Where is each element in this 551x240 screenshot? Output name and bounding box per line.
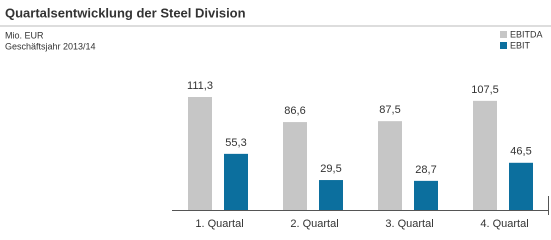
chart-title: Quartalsentwicklung der Steel Division <box>5 5 246 20</box>
value-label: 87,5 <box>379 104 400 116</box>
legend-label: EBITDA <box>510 29 543 39</box>
x-tick-label: 4. Quartal <box>480 218 528 230</box>
bar <box>414 180 438 210</box>
legend-label: EBIT <box>510 40 531 50</box>
value-label: 46,5 <box>510 146 531 158</box>
subtitle: Geschäftsjahr 2013/14 <box>5 41 96 51</box>
x-tick-label: 2. Quartal <box>290 218 338 230</box>
bar <box>378 121 402 210</box>
bar <box>224 153 248 210</box>
bar <box>283 122 307 210</box>
value-label: 107,5 <box>471 84 499 96</box>
legend-swatch <box>500 42 507 49</box>
x-tick-label: 3. Quartal <box>385 218 433 230</box>
x-tick-label: 1. Quartal <box>195 218 243 230</box>
unit-label: Mio. EUR <box>5 30 44 40</box>
bar <box>188 97 212 210</box>
legend-swatch <box>500 31 507 38</box>
bar <box>473 100 497 210</box>
value-label: 55,3 <box>225 137 246 149</box>
bar <box>319 180 343 210</box>
value-label: 29,5 <box>320 163 341 175</box>
value-label: 111,3 <box>187 80 213 92</box>
value-label: 86,6 <box>284 105 305 117</box>
bar <box>509 162 533 210</box>
value-label: 28,7 <box>415 164 436 176</box>
